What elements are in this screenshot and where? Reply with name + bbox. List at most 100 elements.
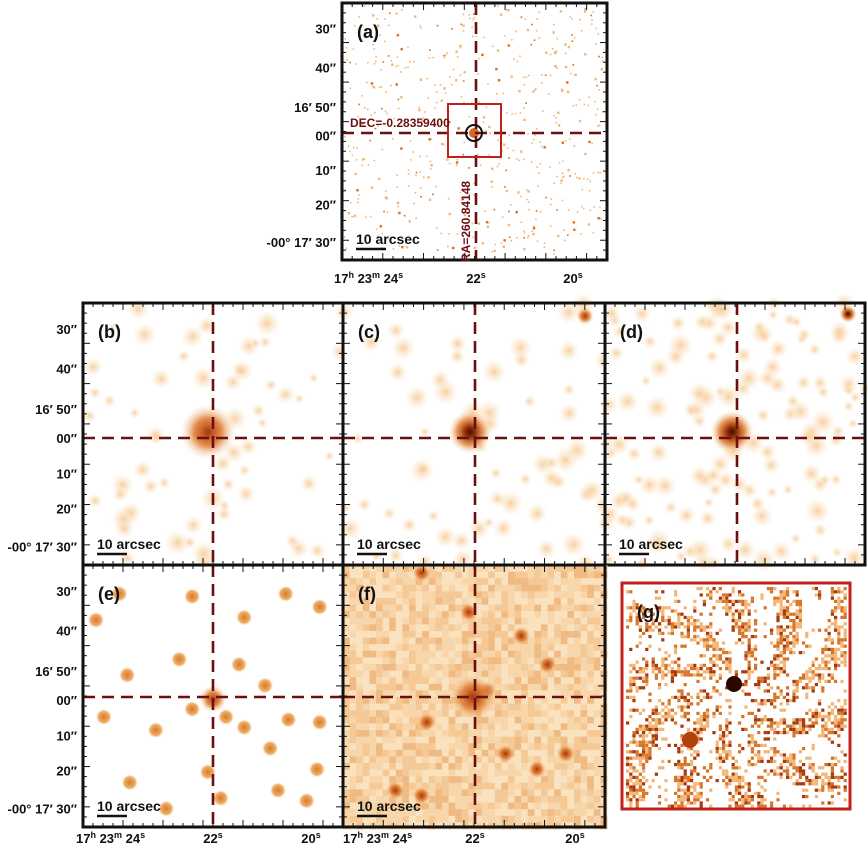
noise-pixel: [572, 221, 576, 224]
zoom-pixel: [661, 737, 665, 741]
zoom-pixel: [702, 689, 706, 693]
image-pixel: [501, 604, 509, 612]
noise-pixel: [408, 220, 411, 223]
image-pixel: [521, 598, 529, 605]
image-pixel: [395, 611, 403, 619]
zoom-pixel: [731, 619, 735, 623]
image-pixel: [389, 683, 397, 691]
image-pixel: [428, 703, 436, 711]
zoom-pixel: [645, 660, 649, 664]
zoom-pixel: [699, 638, 703, 642]
zoom-pixel: [680, 750, 684, 754]
zoom-pixel: [683, 779, 687, 783]
noise-pixel: [528, 208, 530, 211]
noise-pixel: [593, 206, 595, 208]
image-pixel: [376, 578, 383, 586]
image-pixel: [574, 617, 581, 625]
field-star: [311, 714, 328, 731]
image-pixel: [560, 657, 568, 665]
image-pixel: [501, 789, 509, 797]
zoom-pixel: [757, 795, 761, 799]
image-pixel: [541, 624, 548, 632]
background-blob: [653, 473, 677, 498]
background-blob: [83, 357, 103, 377]
zoom-pixel: [837, 775, 841, 779]
image-pixel: [428, 710, 436, 718]
image-pixel: [369, 664, 377, 671]
zoom-pixel: [664, 663, 668, 667]
zoom-pixel: [683, 670, 687, 674]
noise-pixel: [508, 157, 510, 159]
image-pixel: [560, 782, 568, 790]
zoom-pixel: [702, 641, 706, 645]
zoom-pixel: [728, 609, 732, 613]
image-pixel: [362, 789, 370, 797]
panel-a-label: (a): [357, 22, 379, 42]
image-pixel: [369, 631, 377, 638]
zoom-pixel: [782, 660, 786, 664]
noise-pixel: [587, 178, 589, 181]
background-blob: [718, 318, 738, 337]
noise-pixel: [385, 197, 388, 200]
background-blob: [216, 506, 232, 522]
background-blob: [740, 481, 758, 499]
zoom-pixel: [690, 747, 694, 751]
zoom-pixel: [741, 715, 745, 719]
image-pixel: [501, 571, 509, 579]
image-pixel: [541, 584, 548, 592]
noise-pixel: [468, 115, 471, 118]
noise-pixel: [374, 60, 377, 63]
image-pixel: [428, 657, 436, 665]
noise-pixel: [567, 45, 571, 49]
zoom-pixel: [840, 718, 844, 722]
dec-tick-label: -00° 17′ 30″: [267, 235, 336, 250]
zoom-pixel: [766, 737, 770, 741]
zoom-pixel: [651, 779, 655, 783]
zoom-pixel: [811, 711, 815, 715]
zoom-pixel: [786, 635, 790, 639]
image-pixel: [587, 723, 595, 731]
image-pixel: [435, 743, 443, 751]
image-pixel: [514, 776, 522, 784]
zoom-pixel: [824, 644, 828, 648]
zoom-pixel: [664, 798, 668, 802]
image-pixel: [580, 723, 588, 731]
zoom-pixel: [674, 660, 678, 664]
zoom-pixel: [757, 743, 761, 747]
image-pixel: [343, 723, 350, 731]
noise-pixel: [397, 107, 400, 110]
image-pixel: [593, 604, 601, 612]
zoom-pixel: [632, 708, 636, 712]
zoom-pixel: [725, 599, 729, 603]
dec-tick-label: 00″: [56, 693, 77, 708]
image-pixel: [567, 769, 575, 777]
image-pixel: [382, 657, 390, 665]
zoom-pixel: [683, 791, 687, 795]
noise-pixel: [468, 14, 470, 16]
zoom-pixel: [725, 660, 729, 664]
zoom-pixel: [821, 766, 825, 770]
image-pixel: [369, 571, 377, 579]
image-pixel: [448, 650, 456, 658]
zoom-pixel: [677, 804, 681, 808]
image-pixel: [527, 796, 535, 803]
noise-pixel: [507, 223, 511, 227]
image-pixel: [409, 736, 416, 744]
image-pixel: [435, 604, 443, 612]
zoom-pixel: [680, 737, 684, 741]
zoom-pixel: [651, 622, 655, 626]
noise-pixel: [462, 153, 464, 156]
image-pixel: [362, 650, 370, 658]
image-pixel: [593, 769, 601, 777]
zoom-pixel: [843, 689, 847, 693]
zoom-pixel: [645, 679, 649, 683]
image-pixel: [395, 749, 403, 757]
zoom-pixel: [670, 695, 674, 699]
noise-pixel: [369, 241, 371, 243]
zoom-pixel: [658, 785, 662, 789]
background-blob: [230, 359, 254, 383]
zoom-pixel: [773, 676, 777, 680]
zoom-pixel: [683, 625, 687, 629]
zoom-pixel: [811, 587, 815, 591]
zoom-pixel: [661, 615, 665, 619]
